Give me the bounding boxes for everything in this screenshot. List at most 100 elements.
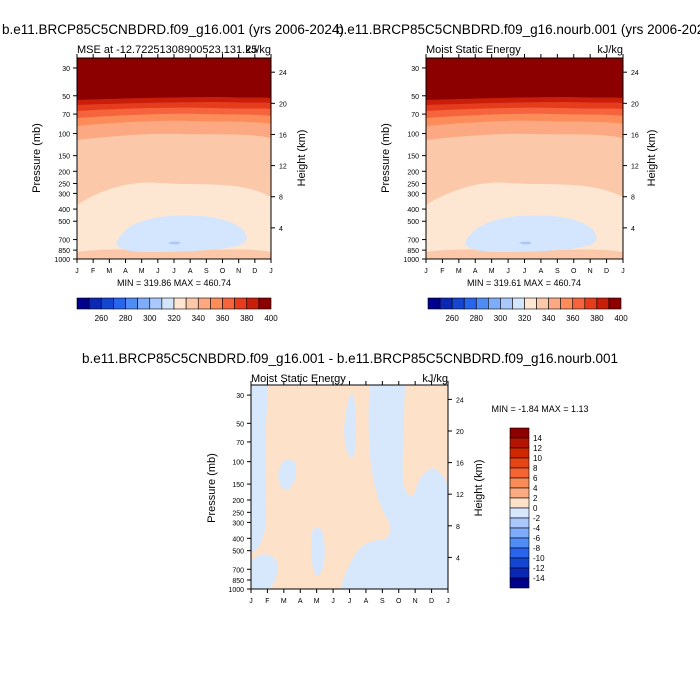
colorbar-label: 380 — [590, 314, 604, 323]
month-tick-label: O — [396, 598, 402, 605]
month-tick-label: J — [249, 598, 253, 605]
colorbar-swatch — [509, 557, 530, 569]
height-tick-label: 24 — [279, 70, 287, 77]
colorbar-swatch — [173, 297, 187, 310]
panel-1-height-axis: 24 20 16 12 8 4 — [271, 70, 287, 233]
contour-band — [251, 385, 268, 552]
month-tick-label: J — [523, 268, 527, 275]
panel-3-height-axis: 24 20 16 12 8 4 — [448, 397, 464, 562]
panel-3-subtitle-left: Moist Static Energy — [251, 373, 346, 385]
colorbar-swatch — [509, 447, 530, 459]
pressure-tick-label: 700 — [407, 238, 419, 245]
pressure-tick-label: 300 — [407, 191, 419, 198]
pressure-tick-label: 250 — [407, 181, 419, 188]
month-tick-label: J — [172, 268, 176, 275]
month-tick-label: D — [252, 268, 257, 275]
pressure-tick-label: 850 — [232, 578, 244, 585]
pressure-tick-label: 500 — [232, 549, 244, 556]
colorbar-label: 260 — [95, 314, 109, 323]
colorbar-swatch — [548, 297, 561, 310]
month-tick-label: J — [348, 598, 352, 605]
colorbar-swatch — [88, 297, 102, 310]
colorbar-swatch — [427, 297, 441, 310]
colorbar-swatch — [572, 297, 586, 310]
pressure-tick-label: 400 — [232, 536, 244, 543]
colorbar-swatch — [509, 487, 530, 499]
panel-3-contours — [251, 385, 448, 589]
panel-3-pressure-axis: 30 50 70 100 150 200 250 300 400 500 700 850 1000 — [228, 393, 251, 594]
height-tick-label: 24 — [456, 397, 464, 404]
colorbar-swatch — [536, 297, 549, 310]
height-tick-label: 16 — [456, 461, 464, 468]
contour-band — [77, 249, 271, 259]
pressure-tick-label: 200 — [232, 498, 244, 505]
panel-3-ylabel: Pressure (mb) — [206, 453, 218, 523]
panel-3-subtitle-right: kJ/kg — [422, 373, 448, 385]
pressure-tick-label: 70 — [411, 112, 419, 119]
colorbar-swatch — [509, 427, 530, 439]
pressure-tick-label: 100 — [232, 460, 244, 467]
pressure-tick-label: 400 — [407, 207, 419, 214]
colorbar-label: 300 — [494, 314, 508, 323]
pressure-tick-label: 50 — [411, 94, 419, 101]
colorbar-swatch — [608, 297, 622, 310]
panel-2-subtitle-right: kJ/kg — [597, 44, 623, 56]
colorbar-swatch — [509, 437, 530, 449]
colorbar-swatch — [509, 547, 530, 559]
month-tick-label: D — [604, 268, 609, 275]
contour-band — [251, 554, 278, 589]
colorbar-swatch — [509, 507, 530, 519]
pressure-tick-label: 1000 — [228, 587, 244, 594]
height-tick-label: 16 — [279, 132, 287, 139]
panel-1-title: b.e11.BRCP85C5CNBDRD.f09_g16.001 (yrs 20… — [2, 22, 344, 37]
panel-2-pressure-axis: 30 50 70 100 150 200 250 300 400 500 700 850 1000 — [403, 66, 426, 264]
colorbar-label: 0 — [533, 504, 538, 513]
height-tick-label: 8 — [279, 195, 283, 202]
colorbar-swatch — [439, 297, 453, 310]
colorbar-label: 340 — [192, 314, 206, 323]
colorbar-swatch — [524, 297, 537, 310]
pressure-tick-label: 30 — [411, 66, 419, 73]
month-tick-label: J — [621, 268, 625, 275]
contour-band — [465, 215, 597, 252]
month-tick-label: J — [424, 268, 428, 275]
colorbar-swatch — [512, 297, 525, 310]
pressure-tick-label: 500 — [407, 219, 419, 226]
month-tick-label: N — [236, 268, 241, 275]
colorbar-swatch — [197, 297, 211, 310]
colorbar-label: -2 — [533, 514, 541, 523]
panel-2-ylabel-right: Height (km) — [646, 130, 658, 187]
month-tick-label: F — [440, 268, 444, 275]
colorbar-swatch — [258, 297, 272, 310]
colorbar-label: 360 — [216, 314, 230, 323]
colorbar-label: 280 — [119, 314, 133, 323]
month-tick-label: M — [281, 598, 287, 605]
pressure-tick-label: 250 — [232, 510, 244, 517]
month-tick-label: M — [456, 268, 462, 275]
panel-2-height-axis: 24 20 16 12 8 4 — [623, 70, 639, 233]
month-tick-label: S — [204, 268, 209, 275]
colorbar-label: 260 — [445, 314, 459, 323]
month-tick-label: J — [506, 268, 510, 275]
colorbar-label: 10 — [533, 454, 542, 463]
pressure-tick-label: 850 — [407, 248, 419, 255]
colorbar-swatch — [475, 297, 489, 310]
colorbar-label: 14 — [533, 434, 542, 443]
contour-band — [426, 58, 623, 100]
height-tick-label: 20 — [631, 101, 639, 108]
colorbar-label: 8 — [533, 464, 538, 473]
colorbar-swatch — [113, 297, 126, 310]
colorbar-label: 12 — [533, 444, 542, 453]
pressure-tick-label: 70 — [236, 440, 244, 447]
colorbar-label: -8 — [533, 544, 541, 553]
contour-band — [116, 215, 247, 252]
height-tick-label: 12 — [631, 164, 639, 171]
month-tick-label: O — [571, 268, 577, 275]
month-tick-label: S — [555, 268, 560, 275]
colorbar-label: -12 — [533, 564, 545, 573]
colorbar-swatch — [560, 297, 574, 310]
colorbar-label: -14 — [533, 574, 545, 583]
colorbar-label: 6 — [533, 474, 538, 483]
